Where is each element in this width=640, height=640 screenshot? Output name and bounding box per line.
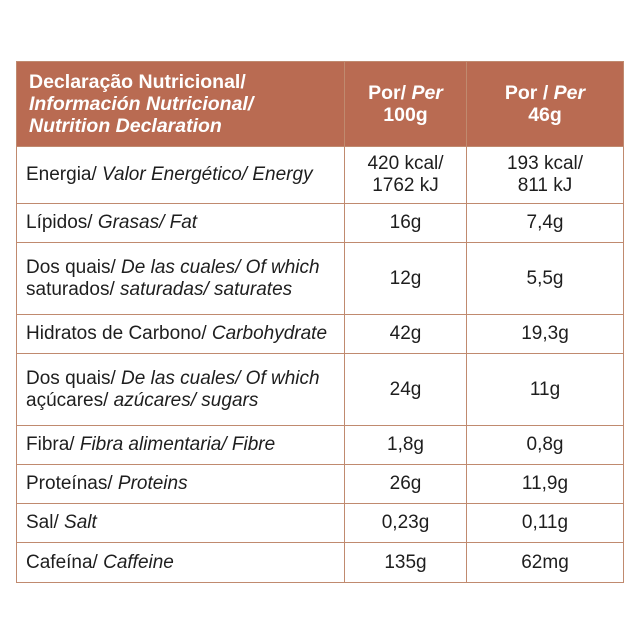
row-salt: Sal/ Salt 0,23g 0,11g (16, 503, 624, 543)
value-per-100g: 42g (344, 314, 467, 354)
label-es-en-line2: azúcares/ sugars (113, 389, 259, 411)
label-pt: Sal/ (26, 512, 65, 533)
label-pt: Proteínas/ (26, 473, 118, 494)
label-pt: Fibra/ (26, 434, 80, 455)
header-per-100g-qty: 100g (383, 104, 428, 126)
header-per-portion-qty: 46g (528, 104, 562, 126)
value-per-100g: 420 kcal/1762 kJ (344, 146, 467, 204)
nutrient-label: Fibra/ Fibra alimentaria/ Fibre (16, 425, 345, 465)
label-es-en: Grasas/ Fat (97, 212, 198, 233)
label-pt-line2: saturados/ (26, 278, 120, 300)
nutrient-label: Cafeína/ Caffeine (16, 542, 345, 583)
header-per-100g-en: Per (411, 82, 443, 104)
row-protein: Proteínas/ Proteins 26g 11,9g (16, 464, 624, 504)
nutrient-label: Hidratos de Carbono/ Carbohydrate (16, 314, 345, 354)
nutrient-label: Energia/ Valor Energético/ Energy (16, 146, 345, 204)
header-per-100g-pt: Por/ (368, 82, 407, 104)
label-es-en: Salt (64, 512, 97, 533)
row-carbohydrate: Hidratos de Carbono/ Carbohydrate 42g 19… (16, 314, 624, 354)
header-per-portion-en: Per (553, 82, 586, 104)
label-es-en: Carbohydrate (211, 323, 328, 344)
nutrient-label: Sal/ Salt (16, 503, 345, 543)
label-es-en: Valor Energético/ Energy (102, 164, 313, 185)
row-sugars: Dos quais/ De las cuales/ Of which açúca… (16, 353, 624, 426)
label-es-en: Proteins (117, 473, 188, 494)
value-per-portion: 0,11g (466, 503, 624, 543)
value-per-100g: 0,23g (344, 503, 467, 543)
label-pt: Lípidos/ (26, 212, 98, 233)
value-per-100g: 135g (344, 542, 467, 583)
row-fibre: Fibra/ Fibra alimentaria/ Fibre 1,8g 0,8… (16, 425, 624, 465)
value-per-100g: 26g (344, 464, 467, 504)
row-energy: Energia/ Valor Energético/ Energy 420 kc… (16, 146, 624, 204)
header-per-portion: Por / Per 46g (466, 61, 624, 147)
label-pt: Cafeína/ (26, 551, 104, 573)
header-row: Declaração Nutricional/ Información Nutr… (16, 61, 624, 147)
label-pt: Hidratos de Carbono/ (26, 323, 212, 344)
header-per-100g: Por/ Per 100g (344, 61, 467, 147)
label-es-en-line2: saturadas/ saturates (120, 278, 293, 300)
energy-kj-100g: 1762 kJ (372, 175, 439, 196)
row-saturates: Dos quais/ De las cuales/ Of which satur… (16, 242, 624, 315)
energy-kj-portion: 811 kJ (517, 175, 573, 196)
energy-kcal-100g: 420 kcal/ (367, 153, 444, 174)
label-es-en: Caffeine (103, 551, 174, 573)
label-es-en: De las cuales/ Of which (121, 367, 320, 389)
value-per-100g: 12g (344, 242, 467, 315)
label-es-en: De las cuales/ Of which (121, 256, 320, 278)
value-per-100g: 24g (344, 353, 467, 426)
value-per-portion: 193 kcal/811 kJ (466, 146, 624, 204)
value-per-portion: 5,5g (466, 242, 624, 315)
value-per-100g: 1,8g (344, 425, 467, 465)
header-title-es: Información Nutricional/ (29, 93, 254, 115)
label-pt: Dos quais/ (26, 367, 122, 389)
value-per-100g: 16g (344, 203, 467, 243)
value-per-portion: 11g (466, 353, 624, 426)
row-fat: Lípidos/ Grasas/ Fat 16g 7,4g (16, 203, 624, 243)
nutrient-label: Lípidos/ Grasas/ Fat (16, 203, 345, 243)
label-pt: Dos quais/ (26, 256, 122, 278)
row-caffeine: Cafeína/ Caffeine 135g 62mg (16, 542, 624, 583)
energy-kcal-portion: 193 kcal/ (506, 153, 584, 174)
header-title-en: Nutrition Declaration (29, 115, 222, 137)
value-per-portion: 7,4g (466, 203, 624, 243)
nutrient-label: Dos quais/ De las cuales/ Of which satur… (16, 242, 345, 315)
value-per-portion: 19,3g (466, 314, 624, 354)
value-per-portion: 0,8g (466, 425, 624, 465)
nutrient-label: Proteínas/ Proteins (16, 464, 345, 504)
header-title-pt: Declaração Nutricional/ (29, 71, 246, 93)
label-es-en: Fibra alimentaria/ Fibre (79, 434, 276, 455)
nutrient-label: Dos quais/ De las cuales/ Of which açúca… (16, 353, 345, 426)
value-per-portion: 62mg (466, 542, 624, 583)
header-per-portion-pt: Por / (504, 82, 549, 104)
value-per-portion: 11,9g (466, 464, 624, 504)
label-pt: Energia/ (26, 164, 103, 185)
header-label-cell: Declaração Nutricional/ Información Nutr… (16, 61, 345, 147)
label-pt-line2: açúcares/ (26, 389, 114, 411)
nutrition-table: Declaração Nutricional/ Información Nutr… (16, 61, 624, 583)
